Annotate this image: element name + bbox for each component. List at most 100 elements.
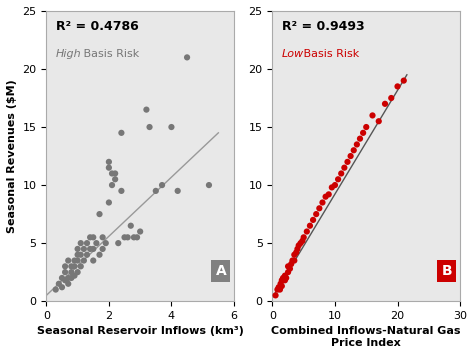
Text: R² = 0.4786: R² = 0.4786 <box>56 20 138 33</box>
Point <box>118 130 125 136</box>
Point <box>310 217 317 223</box>
Point <box>130 235 138 240</box>
Point <box>281 278 289 283</box>
Point <box>350 147 357 153</box>
Point <box>77 263 84 269</box>
Point <box>291 252 298 258</box>
Point <box>337 171 345 176</box>
Point <box>146 124 153 130</box>
Point <box>322 194 329 200</box>
Point <box>111 176 119 182</box>
Point <box>61 263 69 269</box>
Point <box>325 192 332 197</box>
Point <box>71 258 78 263</box>
Point <box>316 206 323 211</box>
Point <box>291 258 298 263</box>
Point <box>273 287 281 293</box>
X-axis label: Seasonal Reservoir Inflows (km³): Seasonal Reservoir Inflows (km³) <box>36 327 244 337</box>
Point <box>272 293 279 298</box>
Point <box>105 200 113 205</box>
Y-axis label: Seasonal Revenues ($M): Seasonal Revenues ($M) <box>7 79 17 233</box>
Point <box>394 83 401 89</box>
Point <box>303 229 310 234</box>
Point <box>99 246 107 252</box>
Point <box>96 211 103 217</box>
Point <box>115 240 122 246</box>
Point <box>334 176 342 182</box>
Point <box>278 283 286 289</box>
Point <box>74 252 82 258</box>
Text: R² = 0.9493: R² = 0.9493 <box>282 20 365 33</box>
Point <box>133 235 141 240</box>
Point <box>83 252 91 258</box>
Point <box>127 223 135 229</box>
Point <box>77 240 84 246</box>
Point <box>143 107 150 113</box>
Point <box>278 278 286 283</box>
Point <box>58 275 66 281</box>
Point <box>105 159 113 165</box>
Point <box>299 238 306 244</box>
Point <box>108 182 116 188</box>
Point <box>80 258 88 263</box>
Point <box>294 246 301 252</box>
Point <box>61 278 69 283</box>
Point <box>52 287 60 293</box>
Point <box>277 281 284 286</box>
Point <box>152 188 160 194</box>
Point <box>158 182 166 188</box>
Point <box>90 246 97 252</box>
Point <box>275 284 283 290</box>
Point <box>124 235 131 240</box>
Point <box>363 124 370 130</box>
Point <box>300 235 308 240</box>
Point <box>347 153 355 159</box>
Point <box>344 159 351 165</box>
Text: Basis Risk: Basis Risk <box>300 49 359 59</box>
Point <box>80 246 88 252</box>
Point <box>279 275 287 281</box>
Point <box>96 252 103 258</box>
Point <box>287 261 295 267</box>
Point <box>276 287 284 293</box>
Point <box>55 281 63 286</box>
Point <box>64 275 72 281</box>
Point <box>331 182 339 188</box>
Text: Basis Risk: Basis Risk <box>80 49 139 59</box>
Point <box>289 258 296 263</box>
Point <box>86 246 94 252</box>
Point <box>137 229 144 234</box>
Point <box>90 258 97 263</box>
Point <box>375 119 383 124</box>
Point <box>99 235 107 240</box>
Text: High: High <box>56 49 82 59</box>
Point <box>83 240 91 246</box>
Point <box>168 124 175 130</box>
Point <box>353 142 361 147</box>
Point <box>68 275 75 281</box>
Point <box>74 246 82 252</box>
Point <box>74 258 82 263</box>
Text: A: A <box>216 264 226 278</box>
Point <box>121 235 128 240</box>
Text: Low: Low <box>282 49 304 59</box>
Point <box>77 252 84 258</box>
Point <box>356 136 364 142</box>
Point <box>105 165 113 170</box>
Point <box>64 258 72 263</box>
Point <box>68 269 75 275</box>
Point <box>205 182 213 188</box>
Point <box>306 223 314 229</box>
Point <box>174 188 182 194</box>
Point <box>281 273 289 278</box>
X-axis label: Combined Inflows-Natural Gas
Price Index: Combined Inflows-Natural Gas Price Index <box>272 327 461 348</box>
Point <box>61 269 69 275</box>
Point <box>359 130 367 136</box>
Point <box>74 269 82 275</box>
Point <box>90 235 97 240</box>
Point <box>92 240 100 246</box>
Point <box>58 284 66 290</box>
Point <box>102 240 109 246</box>
Point <box>68 263 75 269</box>
Point <box>369 113 376 118</box>
